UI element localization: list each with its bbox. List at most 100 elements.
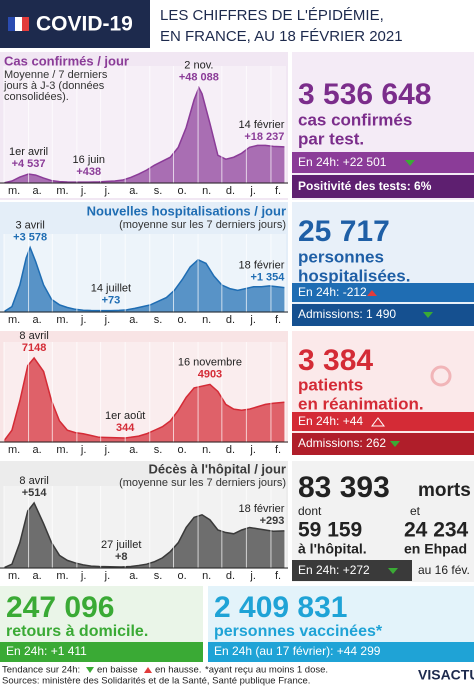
stat-value: 3 536 648 — [298, 78, 431, 111]
annotation-value: +438 — [76, 166, 101, 178]
x-tick-label: j. — [104, 185, 111, 197]
footer-sources: Sources: ministère des Solidarités et de… — [2, 676, 310, 687]
chart-subtitle: jours à J-3 (données — [3, 80, 105, 92]
x-tick-label: a. — [129, 444, 138, 456]
annotation-date: 14 février — [239, 119, 285, 131]
annotation-date: 16 juin — [73, 154, 105, 166]
area-fill — [4, 87, 285, 183]
annotation-date: 27 juillet — [101, 539, 141, 551]
annotation-value: +73 — [102, 295, 121, 307]
stat-label: à l'hôpital. — [298, 541, 367, 557]
x-tick-label: n. — [202, 185, 211, 197]
x-tick-label: d. — [226, 314, 235, 326]
x-tick-label: m. — [56, 185, 68, 197]
chart-title: Nouvelles hospitalisations / jour — [87, 203, 286, 218]
x-tick-label: j. — [249, 570, 256, 582]
stat-row — [292, 560, 412, 581]
flag — [15, 17, 22, 31]
trend-down — [388, 568, 398, 574]
flag — [8, 17, 15, 31]
annotation-value: +514 — [22, 487, 48, 499]
x-tick-label: o. — [178, 314, 187, 326]
x-tick-label: j. — [80, 444, 87, 456]
x-axis-band — [0, 313, 288, 327]
stat-day: En 24h: +272 — [298, 563, 370, 577]
chart-subtitle: (moyenne sur les 7 derniers jours) — [119, 477, 286, 489]
x-tick-label: f. — [275, 444, 281, 456]
x-tick-label: j. — [104, 314, 111, 326]
chart-subtitle: Moyenne / 7 derniers — [4, 69, 108, 81]
annotation-date: 1er avril — [9, 146, 48, 158]
annotation-date: 3 avril — [15, 220, 44, 232]
annotation-value: +18 237 — [244, 131, 284, 143]
charts: m. a. m. j. j. a. s. o. n. d. j. f. Cas confirmés / … — [0, 53, 288, 583]
stat-label: en réanimation. — [298, 394, 424, 413]
trend-down — [390, 441, 400, 447]
logo: VISACTU — [418, 667, 474, 683]
stat-row — [292, 283, 474, 302]
x-tick-label: j. — [249, 314, 256, 326]
trend-up — [144, 667, 152, 673]
stat-value: 247 096 — [6, 591, 114, 624]
x-tick-label: j. — [80, 570, 87, 582]
x-tick-label: s. — [154, 570, 163, 582]
x-tick-label: o. — [178, 185, 187, 197]
chart-subtitle: consolidées). — [4, 91, 69, 103]
area-line — [3, 245, 285, 313]
annotation-value: 7148 — [22, 342, 46, 354]
trend-up — [367, 290, 377, 296]
stat-row — [292, 304, 474, 326]
annotation-date: 2 nov. — [184, 60, 213, 72]
x-tick-label: a. — [33, 570, 42, 582]
x-axis-band — [0, 443, 288, 457]
area-fill — [4, 358, 285, 442]
stat-day: En 24h (au 17 février): +44 299 — [214, 644, 381, 658]
annotation-value: +48 088 — [179, 72, 219, 84]
x-tick-label: n. — [202, 314, 211, 326]
annotation-date: 1er août — [105, 410, 145, 422]
annotation-date: 14 juillet — [91, 283, 131, 295]
x-tick-label: s. — [154, 314, 163, 326]
x-tick-label: s. — [154, 444, 163, 456]
x-tick-label: f. — [275, 314, 281, 326]
x-tick-label: a. — [33, 185, 42, 197]
stat-value: 24 234 — [404, 519, 469, 542]
stat-date: au 16 fév. — [418, 563, 470, 577]
area-line — [3, 85, 285, 184]
footer-legend: Tendance sur 24h: — [2, 665, 80, 676]
x-tick-label: d. — [226, 444, 235, 456]
area-line — [3, 356, 285, 442]
chart-subtitle: (moyenne sur les 7 derniers jours) — [119, 219, 286, 231]
footer-note: *ayant reçu au moins 1 dose. — [205, 665, 328, 676]
x-tick-label: d. — [226, 570, 235, 582]
x-tick-label: m. — [56, 444, 68, 456]
x-tick-label: j. — [80, 185, 87, 197]
stat-label: hospitalisées. — [298, 266, 410, 285]
stat-row — [292, 152, 474, 173]
x-tick-label: m. — [8, 314, 20, 326]
stat-label: en Ehpad — [404, 541, 467, 557]
annotation-value: +3 578 — [13, 232, 47, 244]
stat-value: 59 159 — [298, 519, 362, 542]
annotation-date: 8 avril — [19, 330, 48, 342]
footer-up: en hausse. — [155, 665, 201, 676]
annotation-value: +8 — [115, 551, 128, 563]
stat-label: personnes vaccinées* — [214, 623, 383, 640]
x-tick-label: a. — [129, 314, 138, 326]
x-tick-label: m. — [8, 185, 20, 197]
x-tick-label: a. — [129, 185, 138, 197]
stat-value: 3 384 — [298, 344, 373, 377]
flag — [22, 17, 29, 31]
annotation-value: 344 — [116, 422, 135, 434]
stat-label: patients — [298, 375, 363, 394]
footer-down: en baisse — [97, 665, 138, 676]
x-tick-label: f. — [275, 185, 281, 197]
stat-row — [292, 433, 474, 455]
trend-up — [371, 417, 385, 427]
stat-label: retours à domicile. — [6, 623, 148, 640]
annotation-date: 16 novembre — [178, 356, 242, 368]
annotation-value: +293 — [260, 515, 285, 527]
chart-title: Décès à l'hôpital / jour — [149, 461, 286, 476]
annotation-date: 18 février — [239, 503, 285, 515]
